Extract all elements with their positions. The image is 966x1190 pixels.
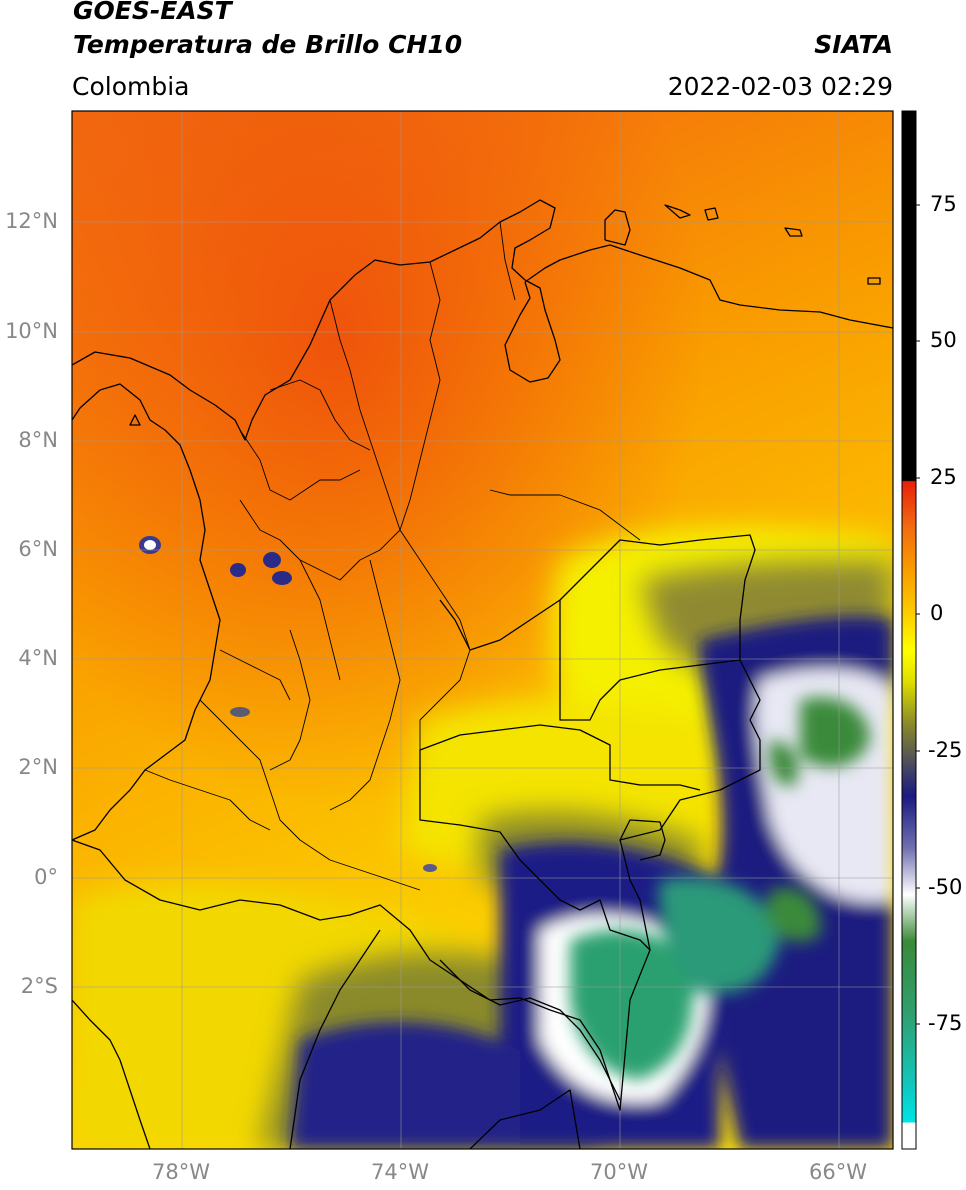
colorbar-label-neg25: -25 bbox=[928, 738, 963, 762]
colorbar-label-0: 0 bbox=[930, 601, 944, 625]
region-label: Colombia bbox=[72, 72, 190, 101]
lat-tick-12n: 12°N bbox=[5, 209, 58, 233]
lat-tick-2n: 2°N bbox=[18, 755, 58, 779]
colorbar-label-neg75: -75 bbox=[928, 1011, 963, 1035]
colorbar-label-50: 50 bbox=[930, 328, 957, 352]
title-line1: GOES-EAST bbox=[73, 0, 232, 25]
lat-tick-10n: 10°N bbox=[5, 319, 58, 343]
colorbar bbox=[902, 111, 916, 1149]
lon-tick-66w: 66°W bbox=[809, 1160, 867, 1184]
lon-tick-74w: 74°W bbox=[371, 1160, 429, 1184]
colorbar-ticks bbox=[916, 204, 920, 1025]
colorbar-label-neg50: -50 bbox=[928, 875, 963, 899]
colorbar-frame bbox=[901, 110, 917, 1150]
colorbar-label-75: 75 bbox=[930, 192, 957, 216]
title-line2: Temperatura de Brillo CH10 bbox=[73, 30, 463, 59]
satellite-field bbox=[72, 111, 893, 1149]
lat-tick-0: 0° bbox=[34, 865, 58, 889]
convective-cells bbox=[139, 536, 437, 872]
lat-tick-8n: 8°N bbox=[18, 428, 58, 452]
lat-tick-6n: 6°N bbox=[18, 537, 58, 561]
lon-tick-78w: 78°W bbox=[152, 1160, 210, 1184]
colorbar-label-25: 25 bbox=[930, 465, 957, 489]
lon-tick-70w: 70°W bbox=[590, 1160, 648, 1184]
graticule bbox=[72, 111, 893, 1149]
lat-tick-4n: 4°N bbox=[18, 646, 58, 670]
source-label: SIATA bbox=[814, 30, 893, 59]
map-frame bbox=[71, 110, 894, 1150]
lat-tick-2s: 2°S bbox=[20, 974, 58, 998]
datetime-label: 2022-02-03 02:29 bbox=[667, 72, 893, 101]
internal-borders bbox=[144, 221, 641, 891]
